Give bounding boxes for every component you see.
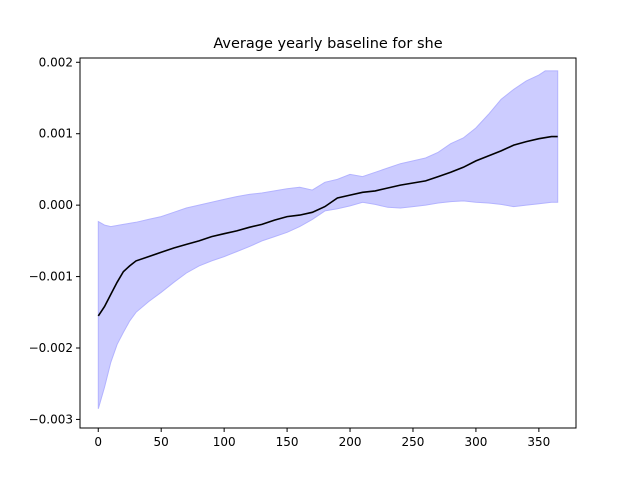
x-tick-label: 150 [276, 435, 299, 449]
x-axis-ticks: 0 50 100 150 200 250 300 350 [94, 428, 550, 449]
x-tick-label: 50 [154, 435, 169, 449]
mean-line-layer [97, 135, 558, 317]
mean-line [97, 135, 558, 317]
x-tick-label: 200 [339, 435, 362, 449]
chart-title: Average yearly baseline for she [213, 36, 442, 52]
plot-frame [79, 57, 577, 429]
y-tick-label: −0.001 [29, 270, 73, 284]
y-tick-label: 0.002 [39, 55, 73, 69]
y-axis-ticks: −0.003 −0.002 −0.001 0.000 0.001 0.002 [29, 55, 80, 426]
x-tick-label: 300 [464, 435, 487, 449]
y-tick-label: 0.000 [39, 198, 73, 212]
confidence-band-layer [97, 70, 559, 409]
x-tick-label: 250 [402, 435, 425, 449]
confidence-band [97, 70, 559, 409]
x-tick-label: 0 [94, 435, 102, 449]
x-tick-label: 100 [213, 435, 236, 449]
y-tick-label: −0.002 [29, 341, 73, 355]
y-tick-label: 0.001 [39, 127, 73, 141]
x-tick-label: 350 [527, 435, 550, 449]
y-tick-label: −0.003 [29, 412, 73, 426]
